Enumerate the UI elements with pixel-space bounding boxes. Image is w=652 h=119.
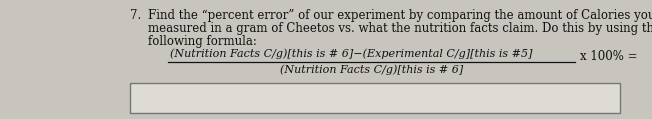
Text: (Nutrition Facts C/g)[this is # 6]: (Nutrition Facts C/g)[this is # 6]: [280, 64, 463, 75]
Bar: [130, 83, 620, 113]
Text: following formula:: following formula:: [148, 35, 257, 48]
Text: measured in a gram of Cheetos vs. what the nutrition facts claim. Do this by usi: measured in a gram of Cheetos vs. what t…: [148, 22, 652, 35]
Text: x 100% =: x 100% =: [580, 50, 638, 62]
Text: Find the “percent error” of our experiment by comparing the amount of Calories y: Find the “percent error” of our experime…: [148, 9, 652, 22]
Text: 7.: 7.: [130, 9, 141, 22]
Text: (Nutrition Facts C/g)[this is # 6]−(Experimental C/g][this is #5]: (Nutrition Facts C/g)[this is # 6]−(Expe…: [170, 48, 533, 59]
